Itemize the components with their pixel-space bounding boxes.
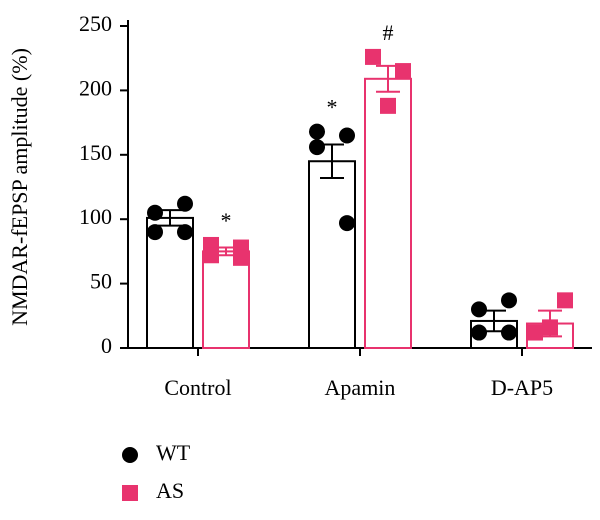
bar (202, 250, 250, 349)
data-point (147, 204, 163, 221)
y-tick-label: 150 (79, 140, 112, 165)
data-point (471, 301, 487, 318)
data-point (177, 224, 193, 241)
y-tick-label: 200 (79, 75, 112, 100)
annotation: * (221, 208, 232, 233)
legend-marker (122, 447, 138, 463)
data-point (365, 48, 381, 65)
legend-label: AS (156, 478, 184, 503)
data-point (147, 224, 163, 241)
data-point (471, 324, 487, 341)
annotation: # (383, 20, 394, 45)
bar (364, 77, 412, 349)
data-point (177, 195, 193, 212)
data-point (542, 319, 558, 336)
y-axis-label: NMDAR-fEPSP amplitude (%) (7, 48, 32, 326)
data-point (309, 139, 325, 156)
data-point (527, 324, 543, 341)
data-point (395, 63, 411, 80)
x-tick-label: Control (164, 375, 231, 400)
data-point (203, 247, 219, 264)
annotation: * (327, 95, 338, 120)
data-point (380, 97, 396, 114)
data-point (557, 292, 573, 309)
data-point (501, 292, 517, 309)
y-tick-label: 250 (79, 11, 112, 36)
x-tick-label: D-AP5 (491, 375, 553, 400)
x-tick-label: Apamin (325, 375, 396, 400)
y-tick-label: 0 (101, 333, 112, 358)
data-point (339, 215, 355, 232)
data-point (501, 324, 517, 341)
y-tick-label: 100 (79, 204, 112, 229)
data-point (339, 127, 355, 144)
legend-label: WT (156, 440, 191, 465)
bar (308, 160, 356, 349)
data-point (309, 123, 325, 140)
data-point (233, 249, 249, 266)
y-tick-label: 50 (90, 269, 112, 294)
legend-marker (122, 485, 138, 501)
